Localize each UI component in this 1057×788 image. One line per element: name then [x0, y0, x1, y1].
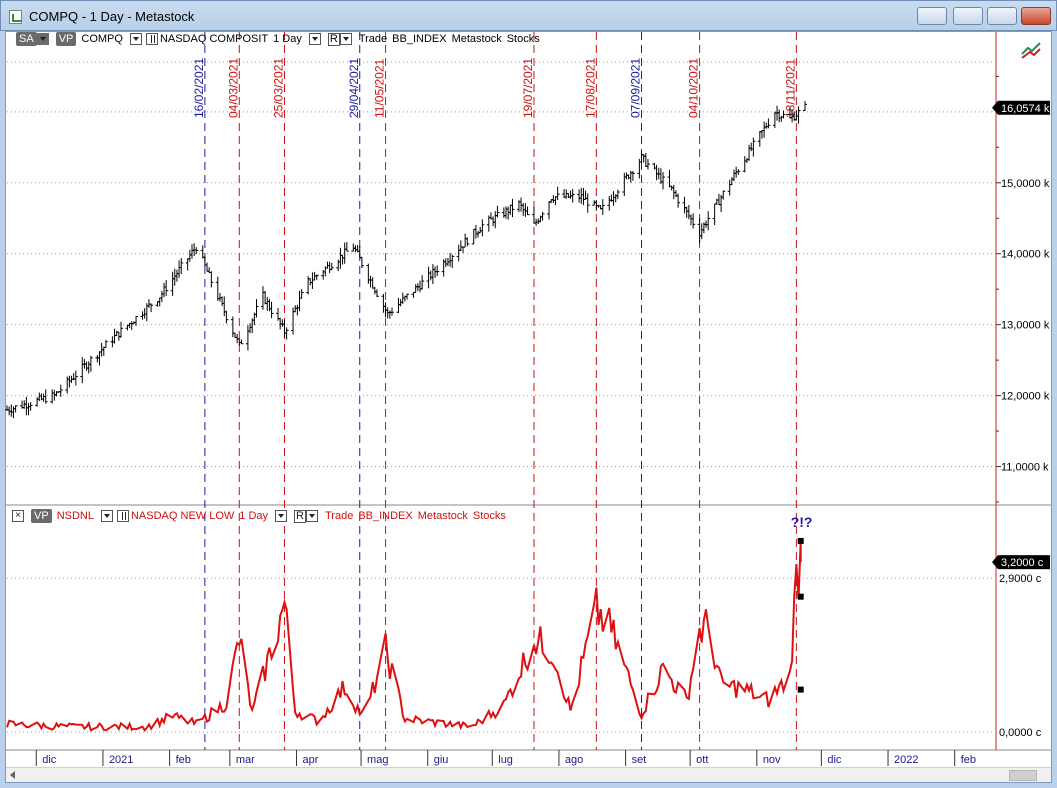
horizontal-scrollbar[interactable] [6, 767, 1051, 782]
lower-security-name: NASDAQ NEW LOW [130, 510, 235, 522]
price-tick-label: 12,0000 k [1001, 391, 1050, 403]
security-name: NASDAQ COMPOSIT [159, 33, 269, 45]
symbol-dropdown-icon[interactable] [129, 33, 142, 45]
price-last-value-bg [998, 100, 1050, 115]
price-tick-label: 14,0000 k [1001, 249, 1050, 261]
source-label: Metastock [451, 33, 502, 45]
vp-button[interactable]: VP [55, 32, 77, 46]
date-marker-label: 11/05/2021 [373, 59, 387, 118]
period-label: 1 Day [273, 33, 302, 45]
date-marker-label: 25/03/2021 [271, 58, 285, 118]
indicator-marker [797, 537, 804, 544]
price-bars [5, 101, 807, 419]
chart-tool-icon [1021, 42, 1041, 59]
x-tick-label: feb [176, 754, 191, 766]
x-tick-label: set [632, 754, 647, 766]
x-tick-label: 2021 [109, 754, 133, 766]
lower-symbol-dropdown-icon[interactable] [100, 510, 113, 522]
x-tick-label: feb [961, 754, 976, 766]
date-marker-label: 19/07/2021 [521, 58, 535, 118]
r-dropdown-icon[interactable] [339, 33, 352, 45]
tool-icon-red [1021, 48, 1041, 59]
close-button[interactable] [1021, 7, 1051, 25]
minimize-button[interactable] [953, 7, 983, 25]
chart-window [5, 31, 1052, 783]
sa-dropdown-icon[interactable] [36, 33, 49, 45]
sa-button[interactable]: SA [16, 32, 37, 46]
date-marker-label: 04/10/2021 [687, 58, 701, 118]
indicator-marker [797, 686, 804, 693]
index-label: BB_INDEX [392, 33, 447, 45]
date-marker-label: 04/03/2021 [226, 58, 240, 118]
vp-button-lower[interactable]: VP [31, 509, 52, 523]
symbol-label: COMPQ [81, 33, 123, 45]
lower-index-label: BB_INDEX [358, 510, 413, 522]
price-last-value: 16,0574 k [1001, 103, 1050, 115]
price-last-value-pointer [992, 100, 998, 115]
window-title: COMPQ - 1 Day - Metastock [29, 9, 195, 24]
lower-symbol-label: NSDNL [56, 510, 94, 522]
x-tick-label: ott [696, 754, 708, 766]
indicator-last-value-pointer [992, 555, 998, 570]
lower-trade-label: Trade [324, 510, 354, 522]
x-tick-label: ago [565, 754, 583, 766]
x-tick-label: nov [763, 754, 781, 766]
x-tick-label: 2022 [894, 754, 918, 766]
indicator-tick-label: 0,0000 c [999, 727, 1042, 739]
metastock-app-icon [9, 10, 22, 24]
annotation-label: ?!? [791, 514, 813, 530]
indicator-last-value: 3,2000 c [1001, 557, 1044, 569]
x-tick-label: dic [827, 754, 842, 766]
price-tick-label: 13,0000 k [1001, 320, 1050, 332]
date-marker-label: 29/04/2021 [347, 58, 361, 118]
date-marker-label: 18/11/2021 [783, 59, 797, 118]
x-tick-label: apr [303, 754, 319, 766]
date-marker-label: 07/09/2021 [629, 58, 643, 118]
security-info-icon[interactable] [145, 33, 158, 45]
lower-period-label: 1 Day [239, 510, 269, 522]
indicator-pane-header: × VP NSDNL NASDAQ NEW LOW 1 Day R Trade … [10, 508, 506, 524]
price-tick-label: 11,0000 k [1001, 462, 1049, 474]
lower-security-info-icon[interactable] [116, 510, 129, 522]
indicator-last-value-bg [998, 555, 1050, 570]
restore-down-icon[interactable] [917, 7, 947, 25]
x-tick-label: dic [42, 754, 57, 766]
x-tick-label: mar [236, 754, 255, 766]
indicator-marker [797, 593, 804, 600]
scroll-left-icon[interactable] [10, 771, 15, 779]
price-pane-header: SA VP COMPQ NASDAQ COMPOSIT 1 Day R Trad… [16, 31, 540, 47]
group-label: Stocks [506, 33, 540, 45]
window-titlebar: COMPQ - 1 Day - Metastock [0, 0, 1057, 31]
date-marker-label: 16/02/2021 [192, 58, 206, 118]
trade-label: Trade [358, 33, 388, 45]
nsdnl-series-line [6, 540, 802, 732]
price-tick-label: 15,0000 k [1001, 178, 1050, 190]
date-marker-label: 17/08/2021 [583, 58, 597, 118]
lower-source-label: Metastock [417, 510, 468, 522]
period-dropdown-icon[interactable] [308, 33, 321, 45]
tool-icon-green [1021, 42, 1041, 55]
x-tick-label: mag [367, 754, 388, 766]
x-tick-label: lug [498, 754, 513, 766]
r-label[interactable]: R [327, 32, 340, 46]
x-tick-label: giu [434, 754, 449, 766]
lower-group-label: Stocks [472, 510, 506, 522]
scroll-thumb[interactable] [1009, 770, 1037, 781]
lower-r-label[interactable]: R [294, 509, 306, 523]
indicator-tick-label: 2,9000 c [999, 573, 1042, 585]
close-pane-icon[interactable]: × [12, 510, 24, 522]
maximize-button[interactable] [987, 7, 1017, 25]
lower-period-dropdown-icon[interactable] [275, 510, 288, 522]
lower-r-dropdown-icon[interactable] [305, 510, 318, 522]
